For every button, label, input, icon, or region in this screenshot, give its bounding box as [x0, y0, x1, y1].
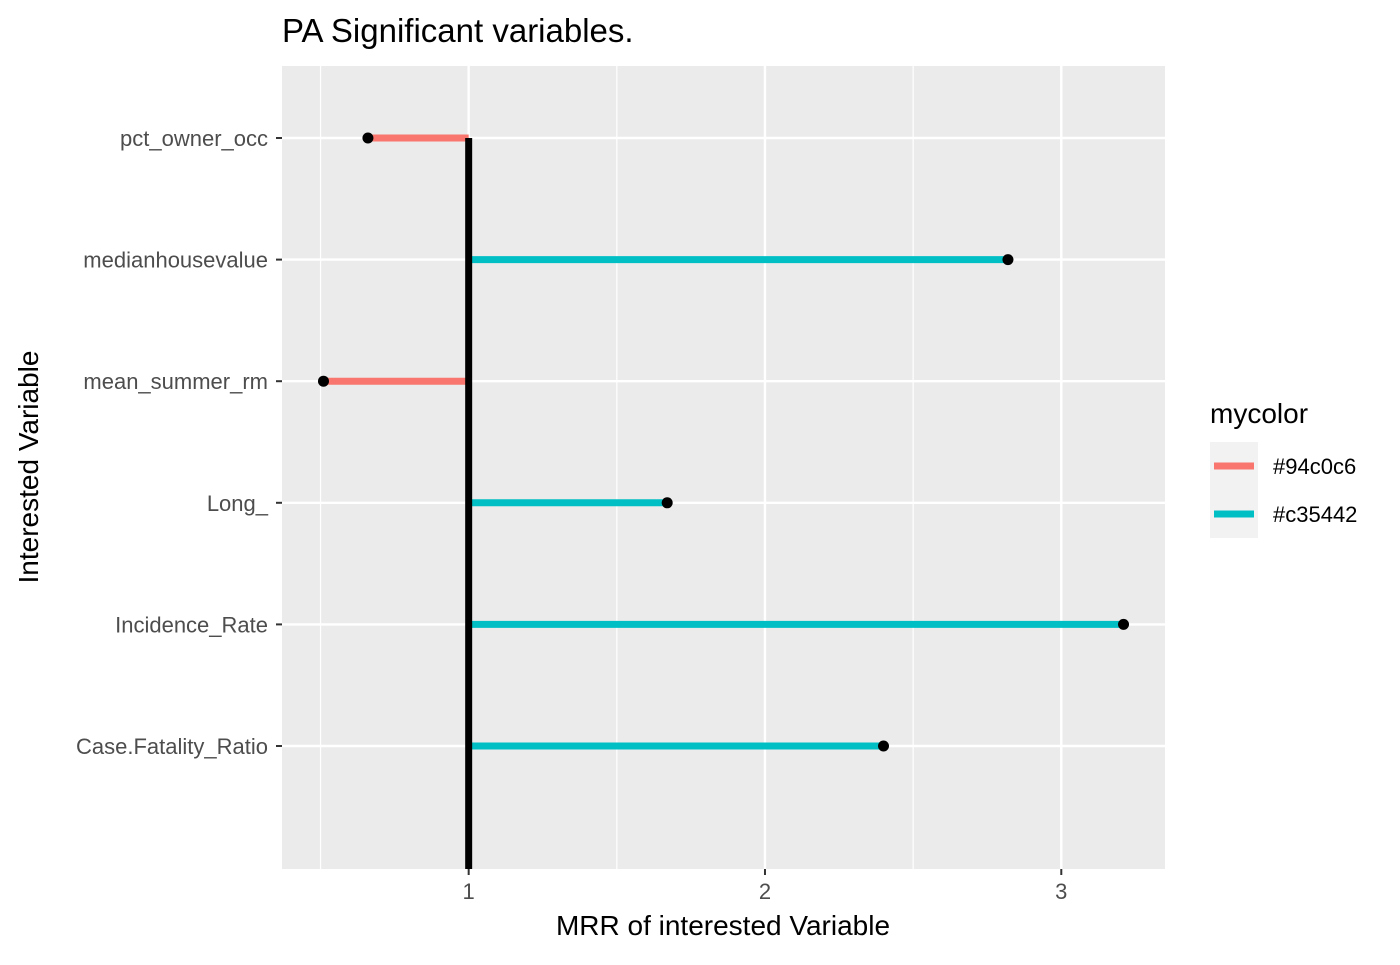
x-axis-title: MRR of interested Variable	[556, 910, 890, 941]
legend-label: #94c0c6	[1273, 454, 1356, 479]
lollipop-point	[317, 375, 329, 387]
lollipop-point	[661, 497, 673, 509]
y-tick-label: mean_summer_rm	[83, 369, 268, 394]
x-tick-label: 3	[1055, 879, 1067, 904]
y-tick-label: Long_	[207, 491, 269, 516]
chart-title: PA Significant variables.	[282, 12, 634, 49]
lollipop-point	[362, 132, 374, 144]
lollipop-points	[317, 132, 1130, 752]
lollipop-point	[1118, 618, 1130, 630]
y-tick-label: Incidence_Rate	[115, 612, 268, 637]
lollipop-point	[1002, 254, 1014, 266]
x-axis: 1 2 3	[463, 869, 1067, 904]
legend-title: mycolor	[1210, 398, 1308, 429]
plot-panel	[282, 66, 1165, 869]
y-axis-title: Interested Variable	[13, 351, 44, 584]
lollipop-segments	[323, 134, 1124, 750]
legend-label: #c35442	[1273, 502, 1357, 527]
x-tick-label: 2	[759, 879, 771, 904]
y-tick-label: pct_owner_occ	[120, 126, 268, 151]
legend: mycolor #94c0c6 #c35442	[1210, 398, 1357, 538]
y-tick-label: medianhousevalue	[83, 248, 268, 273]
y-tick-label: Case.Fatality_Ratio	[76, 734, 268, 759]
lollipop-point	[878, 740, 890, 752]
x-tick-label: 1	[463, 879, 475, 904]
y-axis: pct_owner_occ medianhousevalue mean_summer…	[76, 126, 282, 759]
